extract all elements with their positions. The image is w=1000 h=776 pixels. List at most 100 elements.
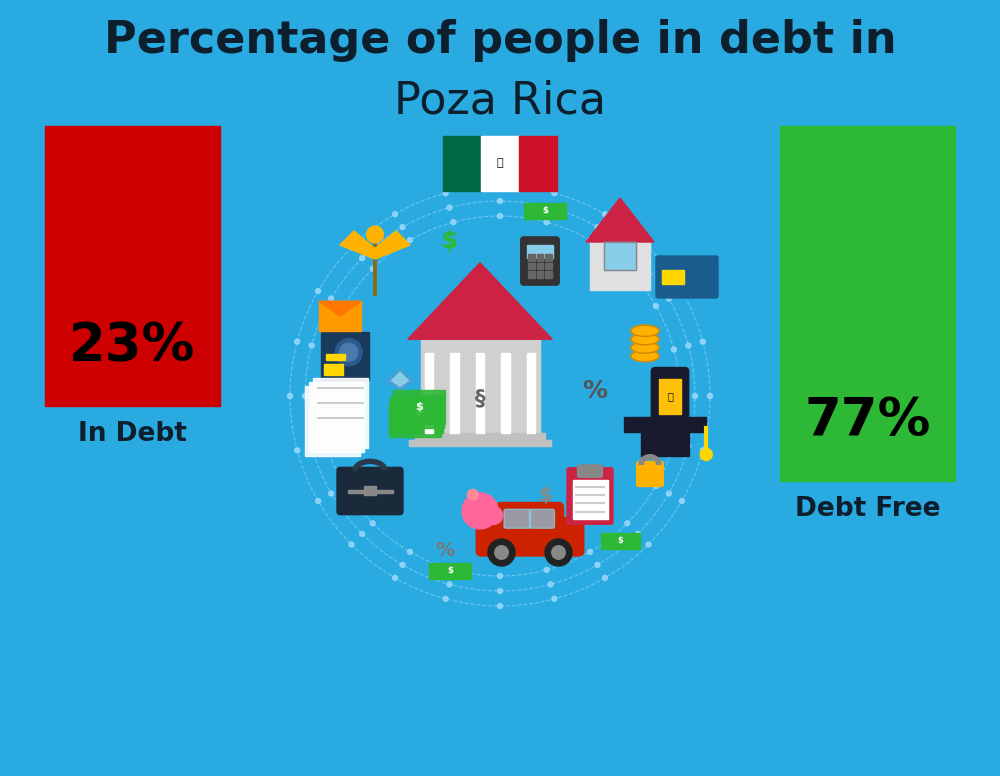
- Text: $: $: [542, 206, 548, 216]
- Circle shape: [497, 573, 502, 578]
- Circle shape: [588, 237, 592, 243]
- Circle shape: [700, 449, 712, 460]
- Circle shape: [552, 546, 565, 559]
- Bar: [545, 255, 552, 261]
- Circle shape: [678, 393, 682, 399]
- Circle shape: [544, 220, 549, 224]
- FancyBboxPatch shape: [476, 518, 584, 556]
- Circle shape: [595, 224, 600, 230]
- Circle shape: [635, 255, 640, 261]
- Circle shape: [692, 393, 698, 399]
- Circle shape: [349, 542, 354, 547]
- Circle shape: [671, 347, 676, 352]
- Circle shape: [497, 588, 502, 594]
- Bar: [348, 490, 392, 493]
- Circle shape: [544, 567, 549, 573]
- Bar: [319, 301, 361, 331]
- Bar: [443, 136, 481, 191]
- Text: $: $: [447, 566, 453, 576]
- Circle shape: [545, 539, 572, 566]
- Bar: [393, 390, 445, 424]
- Bar: [313, 378, 368, 448]
- Circle shape: [335, 339, 362, 365]
- Bar: [409, 439, 551, 446]
- Circle shape: [602, 212, 608, 217]
- Bar: [572, 480, 608, 518]
- Circle shape: [686, 444, 691, 449]
- Circle shape: [340, 343, 358, 362]
- Circle shape: [552, 596, 557, 601]
- Circle shape: [495, 546, 508, 559]
- Bar: [330, 406, 340, 430]
- Circle shape: [484, 507, 503, 525]
- Bar: [780, 126, 955, 481]
- Circle shape: [447, 582, 452, 587]
- Bar: [528, 271, 535, 278]
- Circle shape: [462, 493, 498, 529]
- Circle shape: [497, 604, 502, 608]
- Circle shape: [602, 575, 608, 580]
- Circle shape: [393, 212, 398, 217]
- FancyBboxPatch shape: [521, 237, 559, 285]
- Text: $: $: [538, 487, 552, 505]
- Text: 🏛: 🏛: [667, 391, 673, 401]
- FancyBboxPatch shape: [637, 462, 663, 487]
- FancyBboxPatch shape: [504, 509, 530, 528]
- Ellipse shape: [631, 342, 659, 353]
- Circle shape: [653, 483, 658, 489]
- Circle shape: [679, 289, 684, 293]
- FancyBboxPatch shape: [651, 368, 689, 424]
- Polygon shape: [340, 231, 375, 259]
- Polygon shape: [319, 301, 361, 316]
- Circle shape: [498, 199, 503, 203]
- Circle shape: [309, 343, 314, 348]
- Circle shape: [548, 205, 553, 210]
- Circle shape: [392, 575, 397, 580]
- Text: Debt Free: Debt Free: [795, 496, 940, 522]
- Circle shape: [646, 245, 651, 250]
- Polygon shape: [408, 263, 552, 339]
- Bar: [604, 242, 636, 270]
- Circle shape: [708, 393, 712, 399]
- Circle shape: [324, 440, 329, 445]
- Circle shape: [653, 303, 658, 309]
- Circle shape: [408, 237, 413, 243]
- Bar: [545, 271, 552, 278]
- Circle shape: [400, 563, 405, 567]
- Circle shape: [552, 191, 557, 196]
- Ellipse shape: [631, 334, 659, 345]
- Bar: [481, 136, 519, 191]
- Text: $: $: [617, 536, 623, 546]
- Bar: [389, 404, 441, 437]
- Circle shape: [318, 393, 322, 399]
- FancyBboxPatch shape: [530, 509, 554, 528]
- Circle shape: [498, 213, 503, 219]
- Circle shape: [309, 444, 314, 449]
- Text: $: $: [414, 406, 422, 416]
- Circle shape: [370, 266, 375, 272]
- Bar: [527, 244, 553, 258]
- Bar: [45, 126, 220, 406]
- Circle shape: [625, 521, 630, 526]
- Circle shape: [548, 582, 553, 587]
- Bar: [641, 430, 689, 456]
- Text: $: $: [441, 229, 459, 253]
- Circle shape: [666, 296, 671, 301]
- Circle shape: [646, 542, 651, 547]
- Bar: [450, 353, 459, 433]
- Bar: [324, 363, 343, 375]
- Circle shape: [342, 483, 347, 489]
- Circle shape: [360, 255, 365, 261]
- Bar: [326, 354, 345, 360]
- Circle shape: [288, 393, 292, 399]
- Circle shape: [447, 205, 452, 210]
- Circle shape: [370, 521, 375, 526]
- Text: 🦅: 🦅: [497, 158, 503, 168]
- Bar: [476, 353, 484, 433]
- Bar: [343, 413, 352, 430]
- Bar: [545, 262, 552, 269]
- Circle shape: [666, 491, 671, 496]
- Polygon shape: [375, 231, 410, 259]
- Bar: [527, 353, 535, 433]
- Bar: [528, 262, 535, 269]
